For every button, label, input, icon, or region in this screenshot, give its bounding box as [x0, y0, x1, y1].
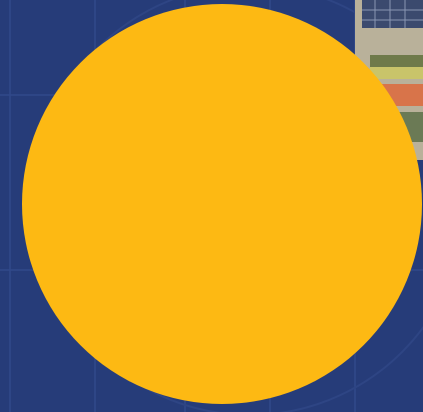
photo-window	[370, 55, 423, 67]
photo-window	[370, 67, 423, 79]
solar-panels	[362, 0, 423, 28]
panel-lines	[362, 0, 423, 28]
yellow-circle	[22, 4, 422, 404]
